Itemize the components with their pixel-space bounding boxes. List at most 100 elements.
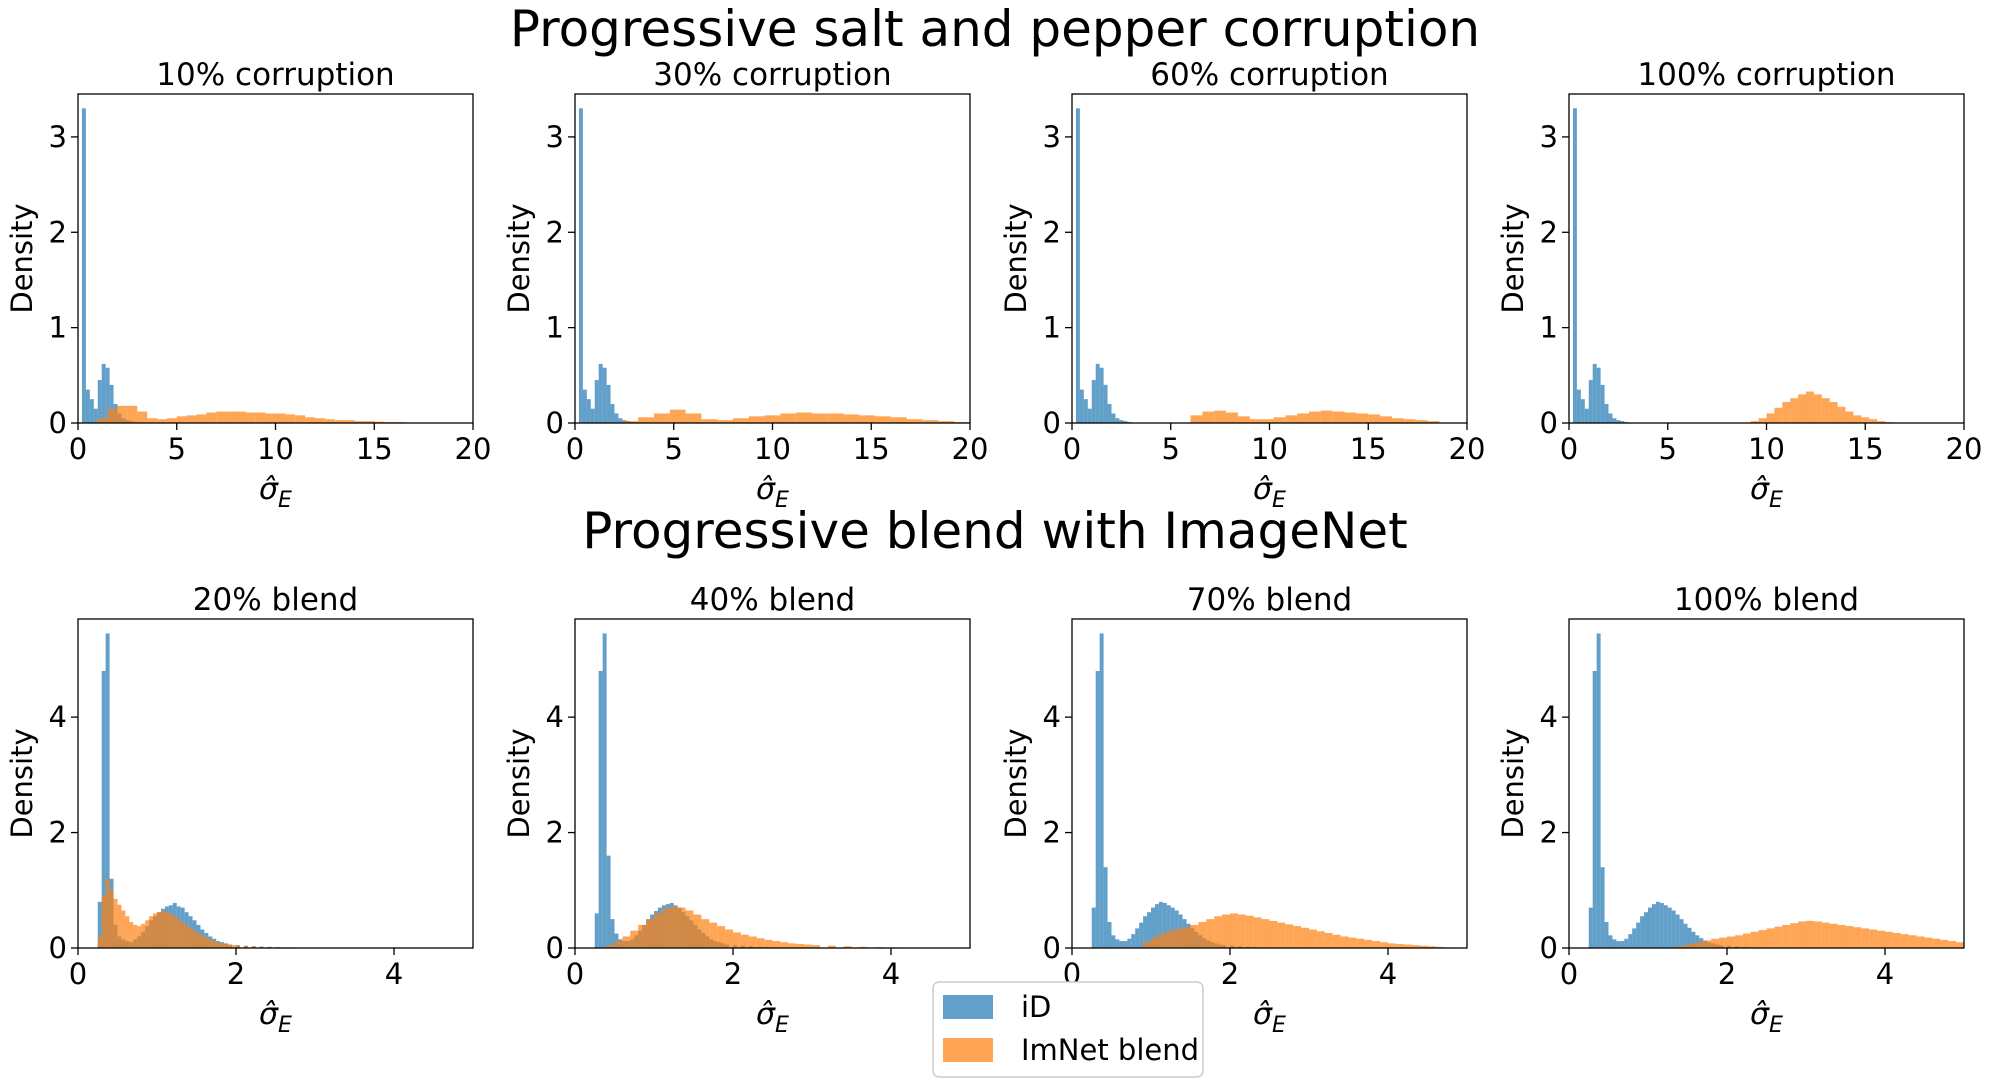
bar-imnet-blend-13 — [1344, 412, 1357, 423]
x-axis-label: σ̂E — [1253, 997, 1286, 1038]
bar-imnet-blend-5 — [1249, 419, 1262, 423]
bar-id-21 — [1671, 910, 1676, 948]
y-tick-label: 1 — [546, 311, 564, 345]
bar-imnet-blend-2 — [1214, 410, 1227, 423]
axes-frame — [1071, 93, 1468, 424]
bar-imnet-blend-2 — [1766, 413, 1775, 423]
bar-id-10 — [1115, 418, 1120, 423]
bar-imnet-blend-15 — [1368, 414, 1381, 423]
x-tick-label: 0 — [69, 432, 87, 466]
bar-imnet-blend-11 — [1230, 913, 1238, 948]
bar-imnet-blend-27 — [1885, 931, 1893, 948]
panel-title: 100% blend — [1674, 582, 1859, 618]
bar-imnet-blend-20 — [1301, 927, 1309, 948]
bar-imnet-blend-30 — [1380, 942, 1388, 948]
bar-imnet-blend-31 — [1388, 943, 1396, 948]
bar-imnet-blend-26 — [354, 421, 365, 423]
panel-40-blend: 0 2 4 0 2 4 40% blend Density σ̂E — [502, 582, 971, 1038]
bar-imnet-blend-17 — [740, 934, 749, 948]
bar-imnet-blend-19 — [1821, 922, 1830, 948]
panel-title: 10% corruption — [156, 57, 394, 93]
bar-id-9 — [1608, 413, 1613, 423]
bar-imnet-blend-32 — [224, 943, 229, 948]
bar-id-16 — [1651, 904, 1656, 948]
series-imnet-blend-20-blend — [97, 878, 319, 948]
bar-imnet-blend-16 — [1380, 416, 1392, 423]
bar-imnet-blend-13 — [709, 922, 718, 948]
bar-id-17 — [1655, 901, 1660, 948]
bar-imnet-blend-33 — [228, 944, 233, 948]
bar-id-0 — [594, 913, 599, 948]
bar-imnet-blend-8 — [1206, 919, 1215, 948]
axes-frame — [574, 618, 971, 949]
y-tick-label: 2 — [49, 215, 67, 249]
bar-imnet-blend-21 — [1837, 924, 1846, 948]
legend-label-id: iD — [1021, 990, 1051, 1024]
bar-imnet-blend-18 — [748, 936, 757, 948]
x-tick-label: 5 — [1162, 432, 1180, 466]
bar-id-12 — [1139, 922, 1144, 948]
series-id-40-blend — [594, 633, 777, 948]
bar-id-24 — [1683, 923, 1688, 948]
bar-imnet-blend-17 — [164, 912, 169, 948]
y-tick-label: 2 — [1043, 215, 1061, 249]
bar-imnet-blend-2 — [105, 878, 110, 948]
bar-imnet-blend-5 — [1182, 927, 1191, 948]
bar-imnet-blend-17 — [1806, 920, 1814, 948]
bar-imnet-blend-12 — [1845, 411, 1854, 423]
x-tick-label: 20 — [455, 432, 492, 466]
bar-imnet-blend-5 — [646, 919, 654, 948]
row-title-corruption: Progressive salt and pepper corruption — [510, 0, 1480, 58]
bar-imnet-blend-16 — [1269, 920, 1278, 948]
x-tick-label: 15 — [853, 432, 890, 466]
bar-imnet-blend-18 — [1285, 924, 1294, 948]
axes-frame — [77, 618, 474, 949]
x-tick-label: 5 — [168, 432, 186, 466]
bar-id-2 — [1580, 399, 1585, 423]
bar-imnet-blend-6 — [121, 910, 126, 948]
bar-imnet-blend-26 — [200, 935, 205, 948]
bar-imnet-blend-5 — [701, 419, 718, 423]
bar-imnet-blend-24 — [334, 420, 345, 423]
bar-id-5 — [1095, 363, 1100, 423]
bar-imnet-blend-23 — [324, 419, 335, 423]
bar-imnet-blend-2 — [1158, 933, 1167, 948]
bar-imnet-blend-18 — [1403, 419, 1416, 423]
y-tick-label: 0 — [49, 931, 67, 965]
bar-id-6 — [1115, 939, 1120, 948]
bar-imnet-blend-11 — [1837, 406, 1846, 423]
x-axis-label: σ̂E — [1750, 997, 1783, 1038]
bar-imnet-blend-7 — [733, 418, 749, 423]
bar-id-6 — [1612, 939, 1617, 948]
panel-100-blend: 0 2 4 0 2 4 100% blend Density σ̂E — [1496, 582, 1965, 1038]
x-tick-label: 15 — [356, 432, 393, 466]
bar-id-27 — [1695, 935, 1700, 948]
y-tick-label: 2 — [1540, 215, 1558, 249]
bar-id-3 — [1584, 408, 1589, 423]
bar-imnet-blend-7 — [661, 908, 670, 948]
y-axis-label: Density — [1496, 203, 1530, 313]
legend-swatch-id — [943, 995, 993, 1019]
bar-id-14 — [1147, 912, 1151, 948]
y-tick-label: 3 — [1043, 120, 1061, 154]
bar-imnet-blend-3 — [127, 405, 138, 423]
bar-imnet-blend-8 — [129, 922, 134, 948]
bar-imnet-blend-11 — [1320, 410, 1333, 423]
bar-id-19 — [1166, 905, 1171, 948]
panel-10-corruption: 0 5 10 15 20 0 1 2 3 10% corruption Density σ̂E — [5, 57, 491, 513]
bar-imnet-blend-12 — [145, 920, 150, 948]
panel-title: 60% corruption — [1150, 57, 1388, 93]
bar-imnet-blend-12 — [701, 919, 710, 948]
bar-imnet-blend-26 — [1877, 930, 1885, 948]
bar-id-0 — [578, 108, 583, 424]
bar-id-5 — [101, 363, 106, 423]
bar-id-0 — [97, 901, 102, 948]
bar-id-7 — [1616, 941, 1621, 948]
bar-imnet-blend-34 — [1940, 939, 1949, 948]
series-id-60-corruption — [1075, 108, 1132, 424]
bar-imnet-blend-26 — [812, 945, 820, 948]
series-imnet-blend-30-corruption — [622, 409, 970, 423]
bar-imnet-blend-28 — [843, 946, 852, 948]
bar-id-15 — [1151, 907, 1155, 948]
